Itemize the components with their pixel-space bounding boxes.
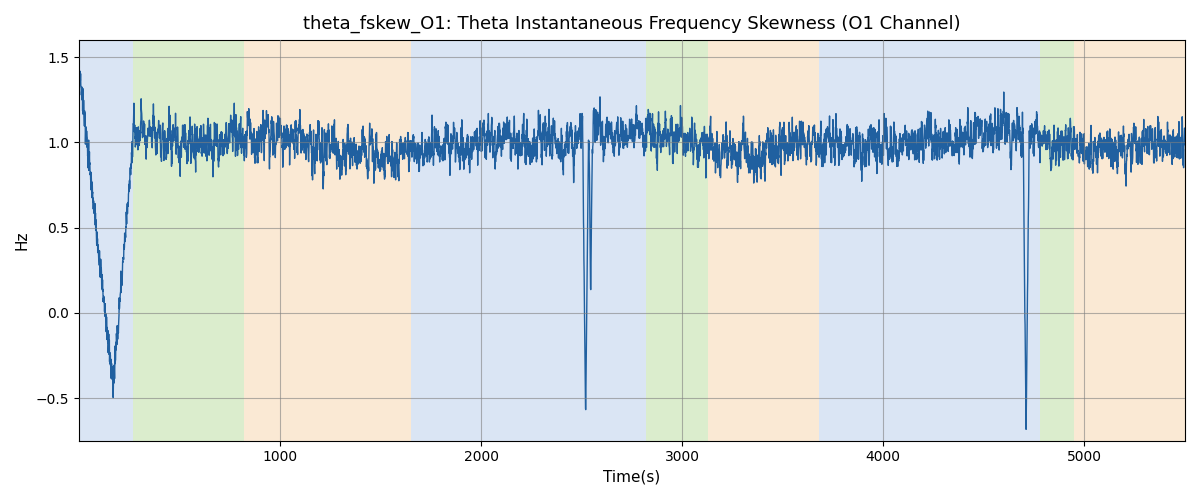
Y-axis label: Hz: Hz xyxy=(14,230,30,250)
Bar xyxy=(410,40,646,440)
Title: theta_fskew_O1: Theta Instantaneous Frequency Skewness (O1 Channel): theta_fskew_O1: Theta Instantaneous Freq… xyxy=(304,15,961,34)
Bar xyxy=(708,40,818,440)
Bar xyxy=(1074,40,1186,440)
Bar xyxy=(646,40,708,440)
Bar xyxy=(1040,40,1074,440)
Bar xyxy=(818,40,1040,440)
Bar xyxy=(79,40,133,440)
Bar xyxy=(133,40,244,440)
Bar xyxy=(244,40,410,440)
X-axis label: Time(s): Time(s) xyxy=(604,470,660,485)
